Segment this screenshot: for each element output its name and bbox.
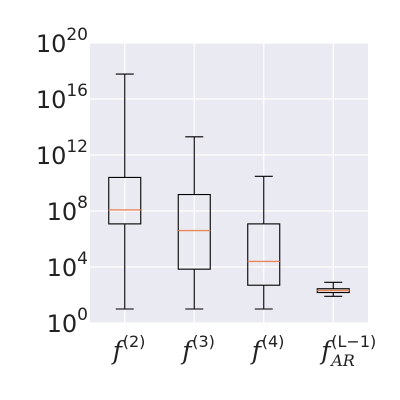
- x-tick-label-sup: (L−1): [331, 332, 376, 351]
- x-tick-label-sup: (3): [192, 332, 215, 351]
- box-2: [247, 175, 281, 310]
- x-tick-label-sup: (4): [262, 332, 285, 351]
- x-axis-category-labels: f (2) f (3) f (4) f (L−1)AR: [111, 332, 376, 370]
- x-tick-label-base: f: [319, 336, 334, 365]
- x-tick-label-base: f: [250, 336, 265, 365]
- x-tick-label-sup: (2): [123, 332, 146, 351]
- box-3: [316, 281, 350, 297]
- x-tick-label-2: f (4): [250, 332, 285, 365]
- x-tick-label-0: f (2): [111, 332, 146, 365]
- plot-area: [90, 43, 368, 323]
- y-tick-label-3: 1012: [36, 137, 88, 170]
- y-tick-label-1: 104: [47, 249, 88, 282]
- y-tick-label-4: 1016: [36, 81, 88, 114]
- x-tick-label-base: f: [111, 336, 126, 365]
- y-tick-label-2: 108: [47, 193, 88, 226]
- y-tick-label-0: 100: [47, 305, 88, 338]
- box-iqr: [108, 176, 142, 225]
- box-series: [108, 73, 350, 310]
- y-tick-label-5: 1020: [36, 25, 88, 58]
- box-1: [177, 136, 211, 310]
- y-axis-tick-labels: 100 104 108 1012 1016 1020: [36, 25, 88, 338]
- x-tick-label-1: f (3): [180, 332, 215, 365]
- box-iqr: [247, 223, 281, 286]
- x-tick-label-base: f: [180, 336, 195, 365]
- x-tick-label-sub: AR: [329, 351, 355, 370]
- box-iqr: [177, 193, 211, 270]
- box-0: [108, 73, 142, 310]
- x-tick-label-3: f (L−1)AR: [319, 332, 376, 370]
